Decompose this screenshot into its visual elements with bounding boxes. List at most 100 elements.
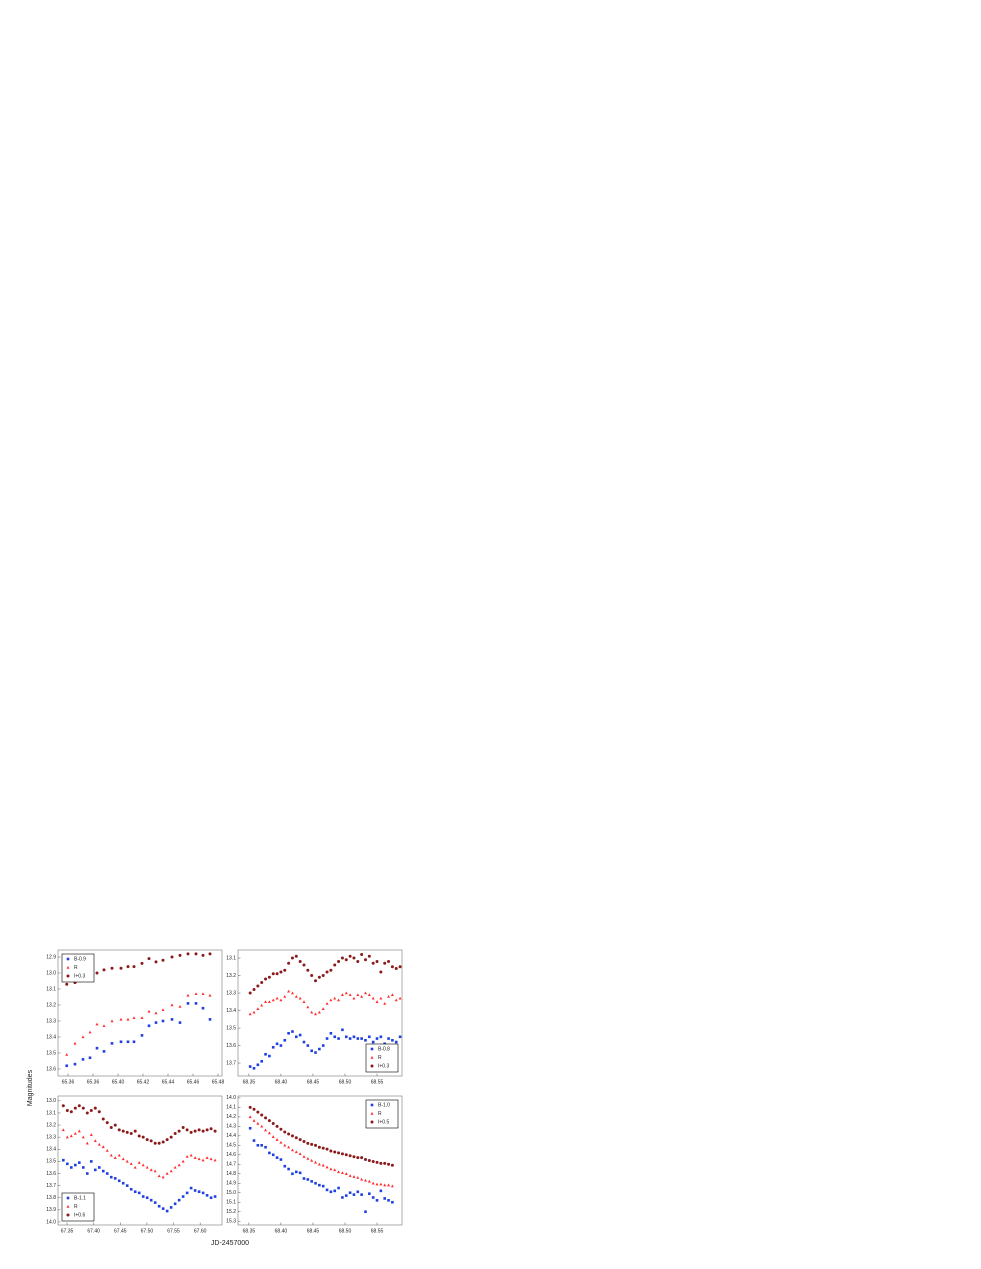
y-axis-label: Magnitudes bbox=[27, 1069, 34, 1106]
data-point bbox=[101, 1169, 105, 1173]
y-tick-label: 12.9 bbox=[46, 954, 56, 960]
data-point bbox=[267, 1000, 271, 1003]
legend-marker bbox=[370, 1064, 374, 1068]
data-point bbox=[248, 991, 252, 995]
data-point bbox=[73, 1131, 77, 1135]
data-point bbox=[356, 1190, 360, 1194]
y-tick-label: 13.1 bbox=[46, 986, 56, 992]
data-point bbox=[356, 993, 360, 996]
data-point bbox=[383, 1197, 387, 1200]
data-point bbox=[65, 1135, 69, 1139]
legend-marker bbox=[370, 1111, 374, 1115]
y-tick-label: 15.1 bbox=[226, 1200, 236, 1206]
data-point bbox=[298, 1033, 302, 1037]
data-point bbox=[260, 1144, 264, 1147]
data-point bbox=[283, 1130, 287, 1134]
data-point bbox=[306, 1157, 310, 1160]
data-point bbox=[298, 1171, 302, 1175]
y-tick-label: 14.8 bbox=[226, 1171, 236, 1177]
y-tick-label: 14.9 bbox=[226, 1181, 236, 1187]
data-point bbox=[379, 970, 383, 974]
data-point bbox=[383, 961, 387, 965]
data-point bbox=[264, 1128, 268, 1132]
data-point bbox=[85, 1141, 89, 1145]
data-point bbox=[165, 1171, 169, 1175]
data-point bbox=[213, 1158, 217, 1162]
data-point bbox=[201, 992, 205, 996]
data-point bbox=[260, 1113, 264, 1117]
data-point bbox=[66, 1162, 69, 1166]
data-point bbox=[310, 1158, 314, 1162]
data-point bbox=[85, 1172, 89, 1175]
data-point bbox=[325, 1037, 329, 1040]
data-point bbox=[333, 1189, 337, 1193]
data-point bbox=[310, 1049, 313, 1053]
data-point bbox=[294, 954, 298, 958]
data-point bbox=[291, 1172, 294, 1176]
x-tick-label: 68.50 bbox=[339, 1228, 352, 1234]
data-point bbox=[383, 1183, 387, 1187]
data-point bbox=[248, 1065, 252, 1068]
legend-label: B-1.1 bbox=[74, 1195, 86, 1201]
data-point bbox=[375, 1199, 379, 1202]
data-point bbox=[294, 1150, 298, 1154]
data-point bbox=[283, 994, 287, 998]
legend-marker bbox=[370, 1055, 374, 1059]
data-point bbox=[367, 1179, 371, 1183]
data-point bbox=[89, 1109, 93, 1113]
data-point bbox=[65, 1052, 69, 1056]
data-point bbox=[329, 998, 333, 1002]
data-point bbox=[310, 974, 314, 978]
data-point bbox=[352, 1035, 356, 1039]
y-tick-label: 13.1 bbox=[226, 955, 236, 961]
y-tick-label: 13.5 bbox=[226, 1025, 236, 1031]
data-point bbox=[126, 965, 130, 969]
data-point bbox=[390, 993, 394, 996]
x-tick-label: 67.40 bbox=[87, 1228, 100, 1234]
data-point bbox=[271, 1046, 275, 1049]
data-point bbox=[264, 1116, 268, 1120]
data-point bbox=[264, 1145, 267, 1149]
data-point bbox=[154, 1011, 158, 1015]
data-point bbox=[149, 1139, 153, 1143]
y-tick-label: 13.6 bbox=[226, 1043, 236, 1049]
y-tick-label: 14.0 bbox=[226, 1095, 236, 1101]
data-point bbox=[314, 1143, 318, 1147]
data-point bbox=[267, 975, 271, 979]
data-point bbox=[161, 1019, 165, 1023]
data-point bbox=[157, 1141, 161, 1145]
data-point bbox=[279, 970, 283, 974]
data-point bbox=[394, 998, 398, 1002]
data-point bbox=[181, 1125, 185, 1129]
y-tick-label: 13.9 bbox=[46, 1207, 56, 1213]
data-point bbox=[119, 1017, 123, 1021]
data-point bbox=[89, 1160, 93, 1163]
data-point bbox=[81, 1106, 85, 1110]
y-tick-label: 14.3 bbox=[226, 1124, 236, 1130]
data-point bbox=[252, 988, 256, 992]
data-point bbox=[208, 952, 212, 956]
legend-label: R bbox=[378, 1111, 382, 1117]
data-point bbox=[348, 1154, 352, 1158]
data-point bbox=[290, 956, 294, 960]
data-point bbox=[125, 1130, 129, 1134]
data-point bbox=[302, 1040, 306, 1044]
data-point bbox=[360, 1156, 364, 1160]
data-point bbox=[387, 994, 391, 998]
data-point bbox=[298, 1152, 302, 1156]
data-point bbox=[109, 1153, 113, 1157]
data-point bbox=[356, 1175, 360, 1179]
data-point bbox=[360, 953, 364, 957]
data-point bbox=[161, 1175, 165, 1179]
y-tick-label: 13.6 bbox=[46, 1171, 56, 1177]
data-point bbox=[379, 1182, 383, 1186]
data-point bbox=[256, 1007, 260, 1010]
data-point bbox=[268, 1151, 271, 1155]
x-tick-label: 68.55 bbox=[371, 1228, 384, 1234]
x-tick-label: 68.45 bbox=[307, 1228, 320, 1234]
data-point bbox=[348, 1037, 352, 1040]
data-point bbox=[317, 975, 321, 979]
data-point bbox=[133, 1129, 137, 1133]
data-point bbox=[340, 956, 344, 960]
